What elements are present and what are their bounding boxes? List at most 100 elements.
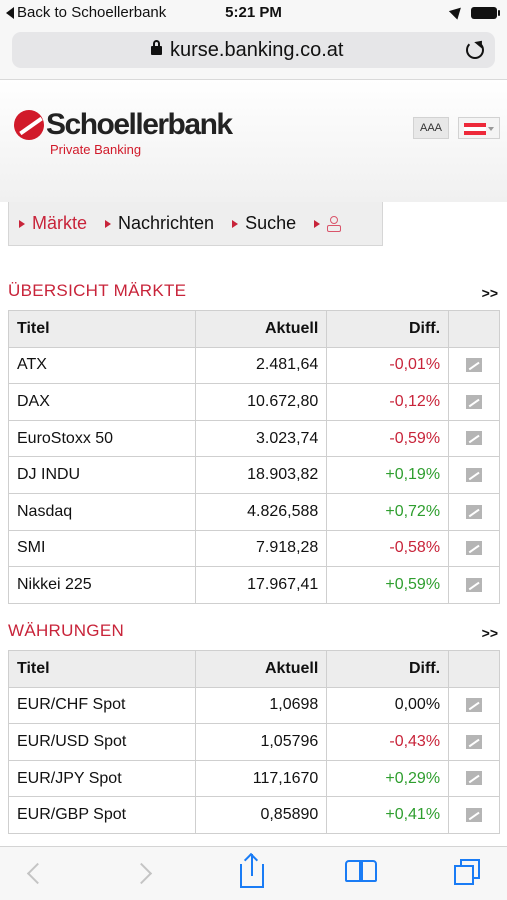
instrument-title[interactable]: ATX	[8, 346, 196, 385]
nav-item-login[interactable]	[314, 215, 342, 232]
chart-icon[interactable]	[466, 771, 483, 786]
column-header-title[interactable]: Titel	[8, 650, 196, 688]
instrument-title[interactable]: EUR/JPY Spot	[8, 759, 196, 798]
nav-item-nachrichten[interactable]: Nachrichten	[105, 213, 214, 234]
chart-cell[interactable]	[448, 759, 500, 798]
chart-icon[interactable]	[466, 577, 483, 592]
difference-value: -0,12%	[326, 383, 450, 421]
chart-cell[interactable]	[448, 383, 500, 421]
back-to-app-label: Back to Schoellerbank	[17, 4, 167, 21]
chart-icon[interactable]	[466, 807, 483, 822]
nav-arrow-icon	[232, 219, 239, 228]
chart-cell[interactable]	[448, 686, 500, 725]
instrument-title[interactable]: DJ INDU	[8, 456, 196, 494]
column-header-current[interactable]: Aktuell	[194, 310, 328, 348]
difference-value: +0,19%	[326, 456, 450, 494]
table-row[interactable]: DJ INDU 18.903,82 +0,19%	[8, 456, 500, 494]
table-row[interactable]: Nasdaq 4.826,588 +0,72%	[8, 492, 500, 531]
user-icon	[327, 215, 342, 232]
table-row[interactable]: SMI 7.918,28 -0,58%	[8, 529, 500, 568]
column-header-diff[interactable]: Diff.	[326, 650, 450, 688]
status-time: 5:21 PM	[225, 4, 282, 21]
logo-subtitle: Private Banking	[50, 142, 142, 157]
table-row[interactable]: EUR/CHF Spot 1,0698 0,00%	[8, 686, 500, 725]
current-value: 3.023,74	[194, 419, 328, 458]
chart-icon[interactable]	[466, 358, 483, 373]
currencies-more-link[interactable]: >>	[481, 625, 498, 641]
table-row[interactable]: DAX 10.672,80 -0,12%	[8, 383, 500, 421]
column-header-chart	[448, 650, 500, 688]
instrument-title[interactable]: Nikkei 225	[8, 566, 196, 604]
chart-icon[interactable]	[466, 504, 483, 519]
column-header-diff[interactable]: Diff.	[326, 310, 450, 348]
table-row[interactable]: EUR/GBP Spot 0,85890 +0,41%	[8, 796, 500, 834]
chart-cell[interactable]	[448, 492, 500, 531]
browser-toolbar	[0, 846, 507, 900]
reload-icon[interactable]	[466, 41, 484, 59]
browser-forward-icon[interactable]	[114, 847, 174, 900]
site-header: Schoellerbank Private Banking AAA	[0, 80, 507, 202]
chart-icon[interactable]	[466, 698, 483, 713]
column-header-chart	[448, 310, 500, 348]
language-selector[interactable]	[458, 117, 500, 139]
back-to-app-link[interactable]: Back to Schoellerbank	[6, 4, 166, 21]
chart-cell[interactable]	[448, 723, 500, 761]
lock-icon	[151, 40, 162, 55]
instrument-title[interactable]: EUR/CHF Spot	[8, 686, 196, 725]
austria-flag-icon	[464, 123, 486, 135]
instrument-title[interactable]: Nasdaq	[8, 492, 196, 531]
markets-section-title: ÜBERSICHT MÄRKTE	[8, 281, 187, 300]
instrument-title[interactable]: EUR/USD Spot	[8, 723, 196, 761]
table-row[interactable]: EuroStoxx 50 3.023,74 -0,59%	[8, 419, 500, 458]
difference-value: -0,59%	[326, 419, 450, 458]
difference-value: -0,43%	[326, 723, 450, 761]
markets-table: Titel Aktuell Diff. ATX 2.481,64 -0,01% DAX…	[8, 310, 500, 604]
chart-icon[interactable]	[466, 734, 483, 749]
chart-icon[interactable]	[466, 467, 483, 482]
chart-icon[interactable]	[466, 394, 483, 409]
difference-value: +0,41%	[326, 796, 450, 834]
table-row[interactable]: Nikkei 225 17.967,41 +0,59%	[8, 566, 500, 604]
address-bar[interactable]: kurse.banking.co.at	[12, 32, 495, 68]
currencies-section-title: WÄHRUNGEN	[8, 621, 125, 640]
font-size-button[interactable]: AAA	[413, 117, 449, 139]
browser-back-icon[interactable]	[4, 847, 64, 900]
tabs-icon[interactable]	[438, 847, 498, 900]
table-header-row: Titel Aktuell Diff.	[8, 650, 500, 688]
currencies-table: Titel Aktuell Diff. EUR/CHF Spot 1,0698 0,…	[8, 650, 500, 834]
table-row[interactable]: EUR/JPY Spot 117,1670 +0,29%	[8, 759, 500, 798]
browser-address-area: kurse.banking.co.at	[0, 26, 507, 80]
chart-icon[interactable]	[466, 431, 483, 446]
chart-cell[interactable]	[448, 566, 500, 604]
current-value: 17.967,41	[194, 566, 328, 604]
current-value: 2.481,64	[194, 346, 328, 385]
chart-cell[interactable]	[448, 346, 500, 385]
chart-cell[interactable]	[448, 456, 500, 494]
markets-more-link[interactable]: >>	[481, 285, 498, 301]
url-text: kurse.banking.co.at	[170, 39, 344, 61]
nav-item-maerkte[interactable]: Märkte	[19, 213, 87, 234]
back-arrow-icon	[6, 6, 14, 19]
table-row[interactable]: EUR/USD Spot 1,05796 -0,43%	[8, 723, 500, 761]
current-value: 4.826,588	[194, 492, 328, 531]
nav-arrow-icon	[105, 219, 112, 228]
chart-cell[interactable]	[448, 796, 500, 834]
chart-icon[interactable]	[466, 541, 483, 556]
current-value: 7.918,28	[194, 529, 328, 568]
bookmarks-icon[interactable]	[331, 847, 391, 900]
instrument-title[interactable]: SMI	[8, 529, 196, 568]
difference-value: 0,00%	[326, 686, 450, 725]
instrument-title[interactable]: EuroStoxx 50	[8, 419, 196, 458]
table-row[interactable]: ATX 2.481,64 -0,01%	[8, 346, 500, 385]
current-value: 1,05796	[194, 723, 328, 761]
column-header-title[interactable]: Titel	[8, 310, 196, 348]
status-bar: Back to Schoellerbank 5:21 PM	[0, 0, 507, 26]
column-header-current[interactable]: Aktuell	[194, 650, 328, 688]
nav-arrow-icon	[314, 219, 321, 228]
chart-cell[interactable]	[448, 529, 500, 568]
chart-cell[interactable]	[448, 419, 500, 458]
share-icon[interactable]	[222, 847, 282, 900]
nav-item-suche[interactable]: Suche	[232, 213, 296, 234]
instrument-title[interactable]: DAX	[8, 383, 196, 421]
instrument-title[interactable]: EUR/GBP Spot	[8, 796, 196, 834]
